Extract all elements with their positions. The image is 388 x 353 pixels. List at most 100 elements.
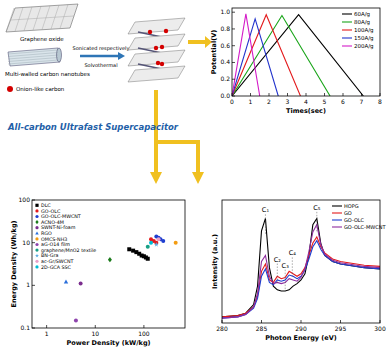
nanotube — [8, 48, 62, 66]
x-tick — [95, 325, 96, 328]
tube-line — [8, 53, 58, 57]
legend-label: HOPG — [344, 203, 359, 209]
plot-data — [232, 14, 363, 96]
y-tick — [232, 79, 235, 80]
legend-swatch — [332, 219, 342, 220]
legend-label: BN-Gra — [41, 253, 58, 258]
legend-label: RGO — [41, 231, 52, 236]
x-axis-label: Power Density (kW/kg) — [66, 339, 150, 347]
charge-chart: 0123456780.00.20.40.60.81.0Times(sec)Pot… — [210, 8, 382, 115]
x-axis-label: Times(sec) — [286, 107, 326, 115]
plot-data — [222, 218, 380, 318]
composite-sheet — [128, 66, 185, 82]
legend-label: 60A/g — [354, 11, 370, 18]
x-tick-label: 300 — [374, 325, 386, 332]
series-line — [222, 218, 380, 316]
legend-label: DLC — [41, 203, 51, 208]
legend: DLCGO-OLCGO-OLC-MWCNTACNO-4MSWNT-Ni-foam… — [35, 203, 96, 270]
x-tick — [232, 93, 233, 96]
legend-label: GO-OLC — [344, 217, 365, 223]
legend-swatch — [35, 220, 38, 224]
x-tick — [46, 325, 47, 328]
composite-dot — [164, 29, 168, 33]
tube-line — [8, 55, 58, 59]
legend-swatch — [35, 231, 39, 234]
annotation-guide — [277, 264, 278, 284]
legend-swatch — [35, 209, 38, 212]
legend-swatch — [332, 205, 342, 206]
legend-swatch — [342, 13, 352, 14]
plot-frame — [32, 200, 185, 328]
y-axis-label: Potential(V) — [210, 30, 218, 74]
y-tick-label: 0.0 — [220, 92, 230, 99]
legend-swatch — [342, 21, 352, 22]
x-tick-label: 0 — [230, 98, 234, 105]
point — [79, 282, 83, 286]
y-tick-label: 0.6 — [220, 42, 230, 49]
x-tick — [261, 320, 262, 323]
legend-label: ac-Gr/SWCNT — [41, 259, 74, 264]
legend-swatch — [35, 243, 38, 246]
tube-line — [8, 60, 58, 64]
x-tick-label: 8 — [378, 98, 382, 105]
legend-label: ACNO-4M — [41, 220, 64, 225]
legend-swatch — [35, 204, 38, 207]
series-line — [232, 15, 363, 96]
legend-label: 200A/g — [354, 43, 374, 50]
annotation-guide — [292, 257, 293, 277]
legend: 60A/g80A/g100A/g150A/g200A/g — [342, 11, 374, 50]
composite-dot — [154, 46, 158, 50]
composite-dot — [148, 30, 152, 34]
legend-label: aG-O14 film — [41, 242, 70, 247]
x-tick-label: 7 — [360, 98, 364, 105]
graphene-label: Graphene oxide — [20, 36, 64, 43]
x-tick-label: 5 — [323, 98, 327, 105]
y-tick — [232, 28, 235, 29]
point — [157, 237, 161, 241]
legend-swatch — [35, 254, 39, 258]
y-tick-label: 100 — [19, 196, 31, 203]
annotation: C₃ — [282, 262, 290, 270]
point — [64, 280, 68, 284]
step1-label: Sonicated respectively — [73, 45, 130, 52]
composite-sheet — [128, 34, 185, 50]
x-tick — [287, 93, 288, 96]
y-tick-label: 10 — [22, 239, 30, 246]
x-tick-label: 280 — [216, 325, 228, 332]
x-tick-label: 10 — [91, 330, 99, 337]
x-tick-label: 3 — [286, 98, 290, 105]
plot-frame — [222, 200, 380, 323]
point — [146, 257, 150, 261]
x-tick-label: 295 — [335, 325, 347, 332]
x-tick — [343, 93, 344, 96]
x-tick — [222, 320, 223, 323]
legend-swatch — [332, 226, 342, 227]
tube-line — [8, 58, 58, 62]
x-tick-label: 1 — [45, 330, 49, 337]
legend-label: graphene/MnO2 textile — [41, 248, 96, 253]
y-axis-label: Energy Density (Wh/kg) — [10, 220, 18, 307]
canvas: Graphene oxideMulti-walled carbon nanotu… — [0, 0, 388, 353]
legend-swatch — [342, 45, 352, 46]
x-tick-label: 285 — [256, 325, 268, 332]
series-line — [222, 241, 380, 318]
legend-label: 150A/g — [354, 35, 374, 42]
y-tick — [232, 62, 235, 63]
plot-frame — [232, 8, 380, 96]
point — [146, 245, 150, 249]
annotation: C₄ — [289, 249, 297, 257]
legend-label: 100A/g — [354, 27, 374, 34]
point — [154, 242, 159, 247]
xanes-chart: C₁C₂C₃C₄C₅280285290295300Photon Energy (… — [211, 200, 386, 342]
legend-swatch — [35, 265, 38, 268]
y-tick — [32, 242, 35, 243]
olc-label: Onion-like carbon — [16, 86, 65, 92]
y-tick — [32, 200, 35, 201]
legend-label: GO-OLC-MWCNT — [344, 224, 386, 230]
tube-line — [8, 50, 58, 54]
x-tick-label: 4 — [304, 98, 308, 105]
composite-dot — [160, 62, 164, 66]
y-tick — [232, 12, 235, 13]
legend-label: OMCS-NH3 — [41, 237, 67, 242]
x-tick-label: 100 — [138, 330, 150, 337]
